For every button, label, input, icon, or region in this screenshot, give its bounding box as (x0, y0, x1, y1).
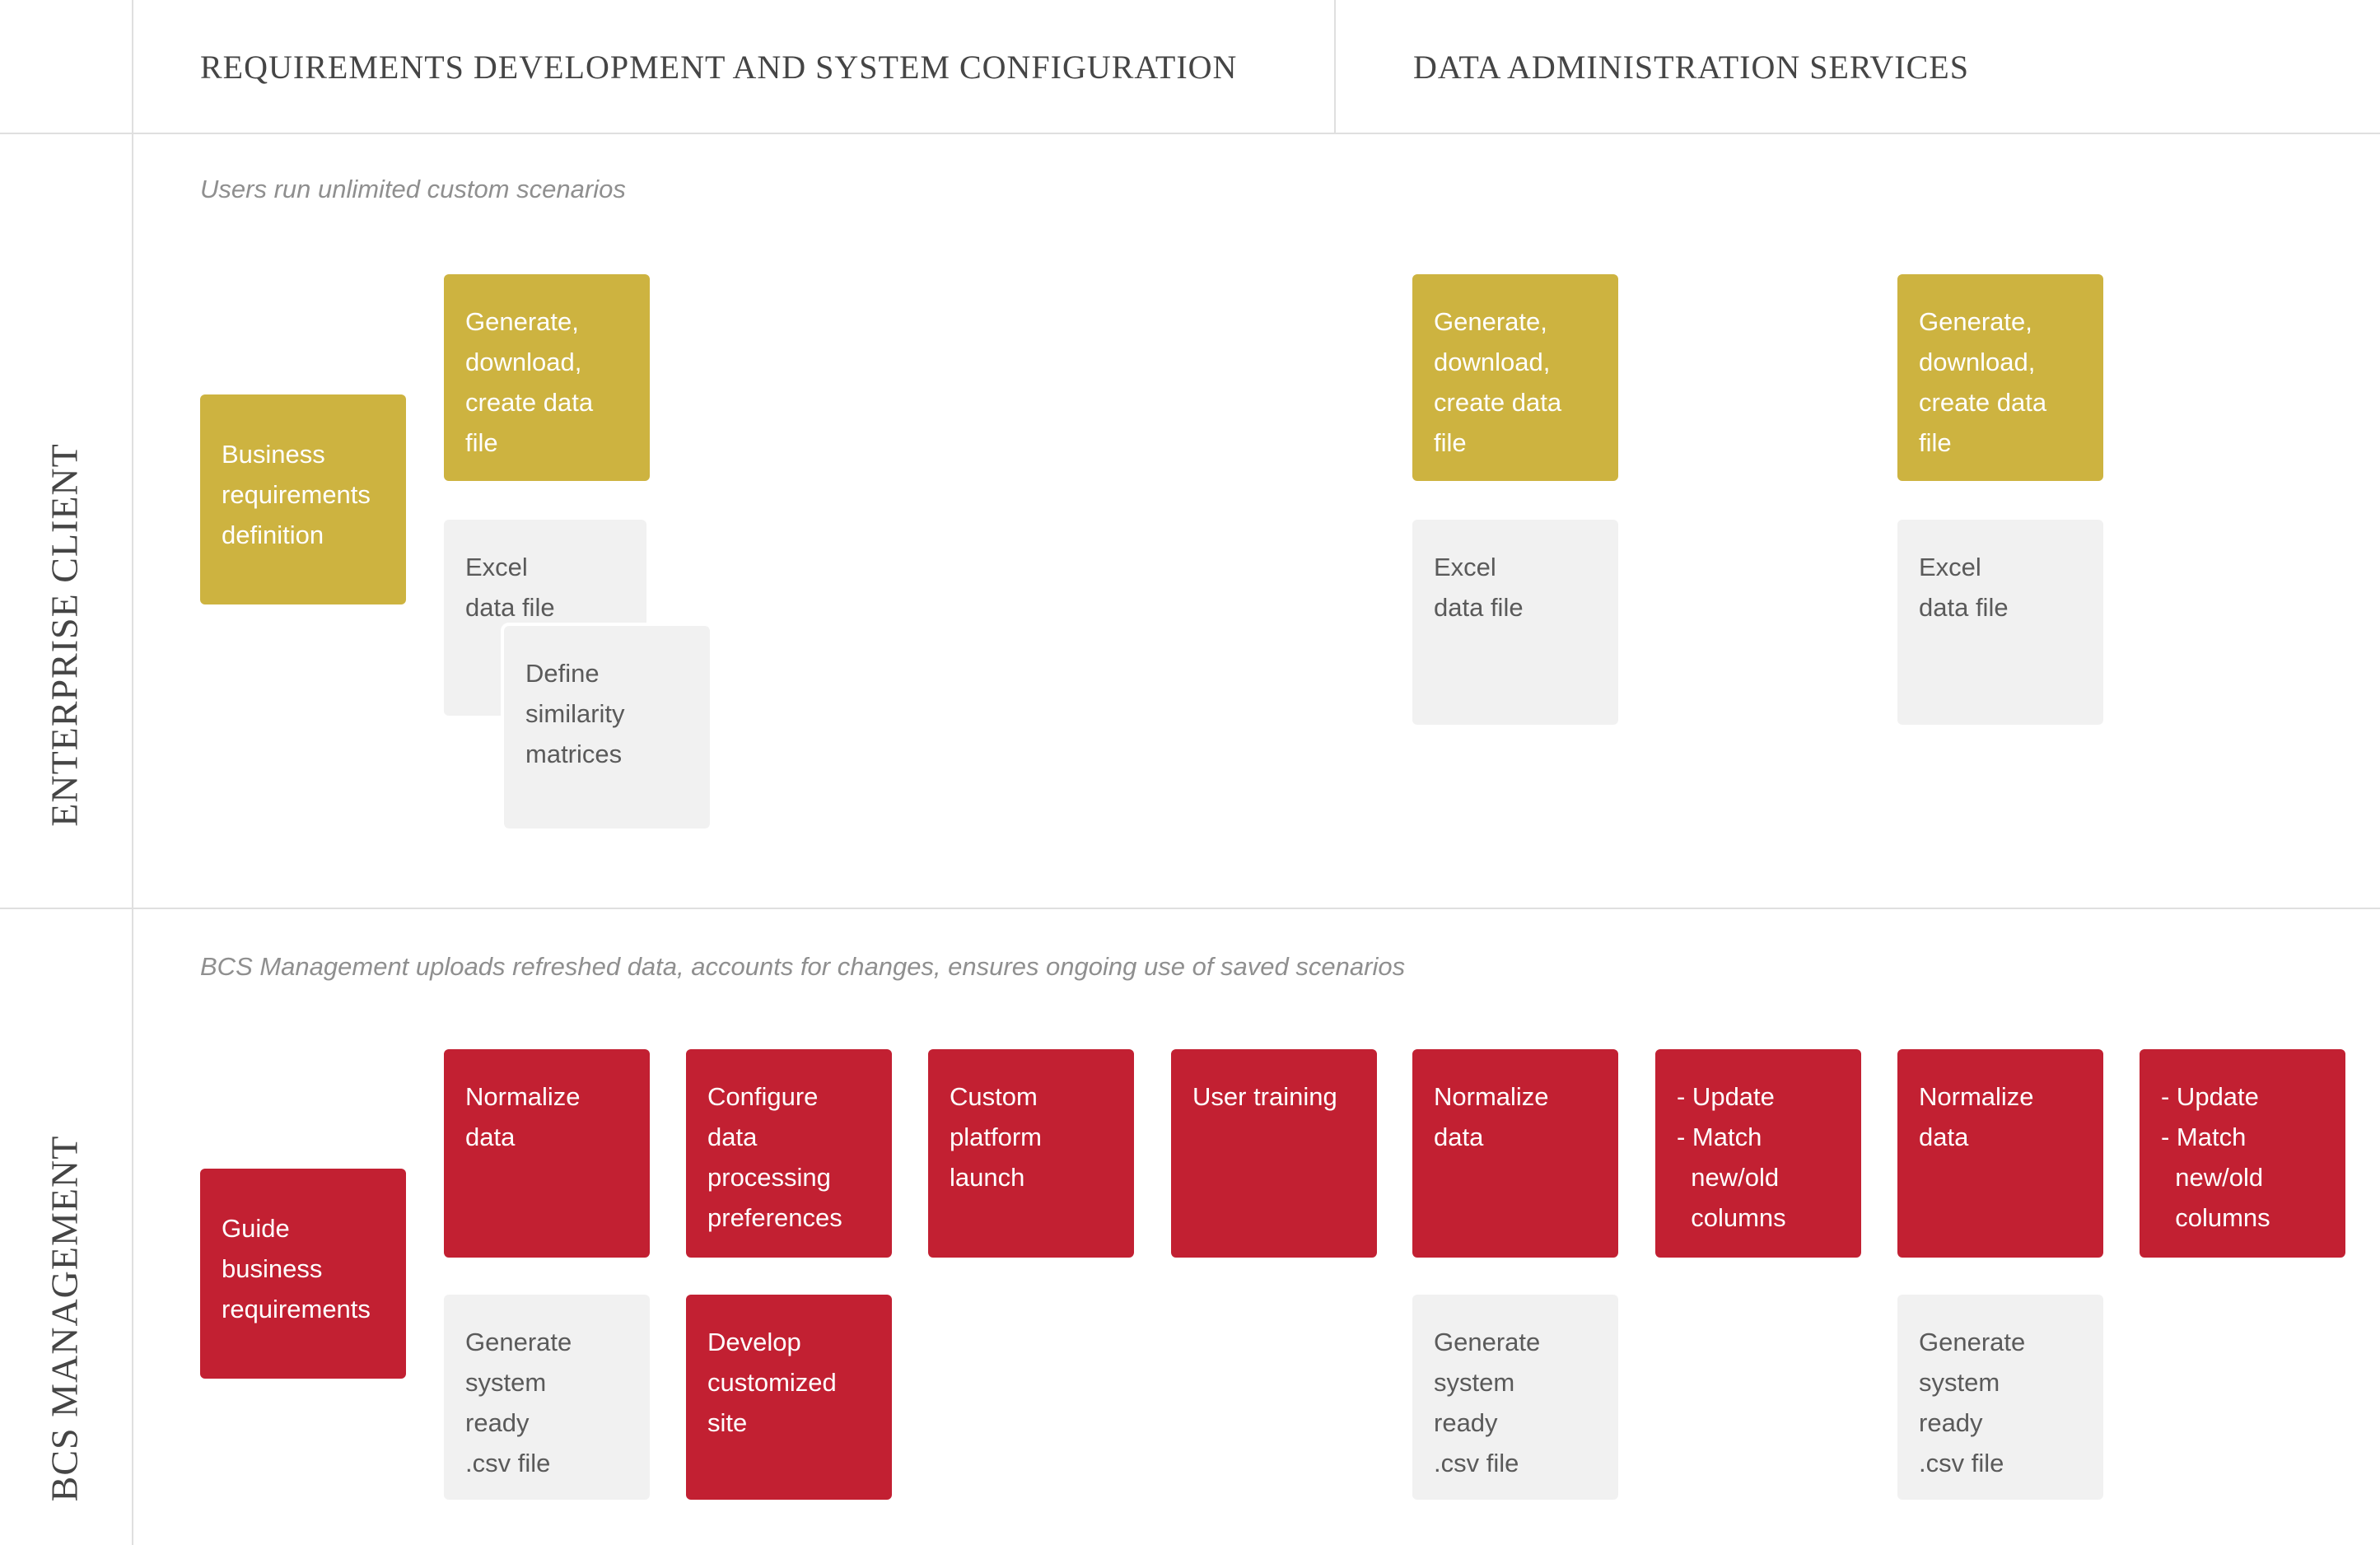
box-custom-platform-launch: Custom platform launch (928, 1049, 1134, 1258)
lane-note-enterprise-client: Users run unlimited custom scenarios (200, 175, 626, 203)
box-update-match-new-old-columns-2: - Update - Match new/old columns (2140, 1049, 2345, 1258)
box-business-requirements-definition: Business requirements definition (200, 394, 406, 604)
column-header-requirements-development: REQUIREMENTS DEVELOPMENT AND SYSTEM CONF… (200, 49, 1238, 86)
lane-label-enterprise-client: ENTERPRISE CLIENT (43, 443, 86, 827)
column-header-data-administration: DATA ADMINISTRATION SERVICES (1413, 49, 1969, 86)
box-define-similarity-matrices: Define similarity matrices (501, 623, 713, 832)
box-generate-download-create-1: Generate, download, create data file (444, 274, 650, 481)
box-update-match-new-old-columns-1: - Update - Match new/old columns (1655, 1049, 1861, 1258)
box-excel-data-file-3: Excel data file (1897, 520, 2103, 725)
lane-note-bcs-management: BCS Management uploads refreshed data, a… (200, 952, 1406, 981)
box-develop-customized-site: Develop customized site (686, 1295, 892, 1500)
lane-label-divider-line (132, 0, 133, 1545)
box-excel-data-file-2: Excel data file (1412, 520, 1618, 725)
box-guide-business-requirements: Guide business requirements (200, 1169, 406, 1379)
box-normalize-data-2: Normalize data (1412, 1049, 1618, 1258)
lane-divider-line (0, 908, 2380, 909)
box-generate-system-ready-csv-1: Generate system ready .csv file (444, 1295, 650, 1500)
box-normalize-data-3: Normalize data (1897, 1049, 2103, 1258)
box-generate-download-create-2: Generate, download, create data file (1412, 274, 1618, 481)
header-row-divider-line (0, 133, 2380, 134)
box-generate-download-create-3: Generate, download, create data file (1897, 274, 2103, 481)
box-generate-system-ready-csv-3: Generate system ready .csv file (1897, 1295, 2103, 1500)
box-user-training: User training (1171, 1049, 1377, 1258)
lane-label-bcs-management: BCS MANAGEMENT (43, 1135, 86, 1502)
box-configure-data-processing-preferences: Configure data processing preferences (686, 1049, 892, 1258)
column-header-divider-line (1334, 0, 1336, 134)
box-generate-system-ready-csv-2: Generate system ready .csv file (1412, 1295, 1618, 1500)
box-normalize-data-1: Normalize data (444, 1049, 650, 1258)
